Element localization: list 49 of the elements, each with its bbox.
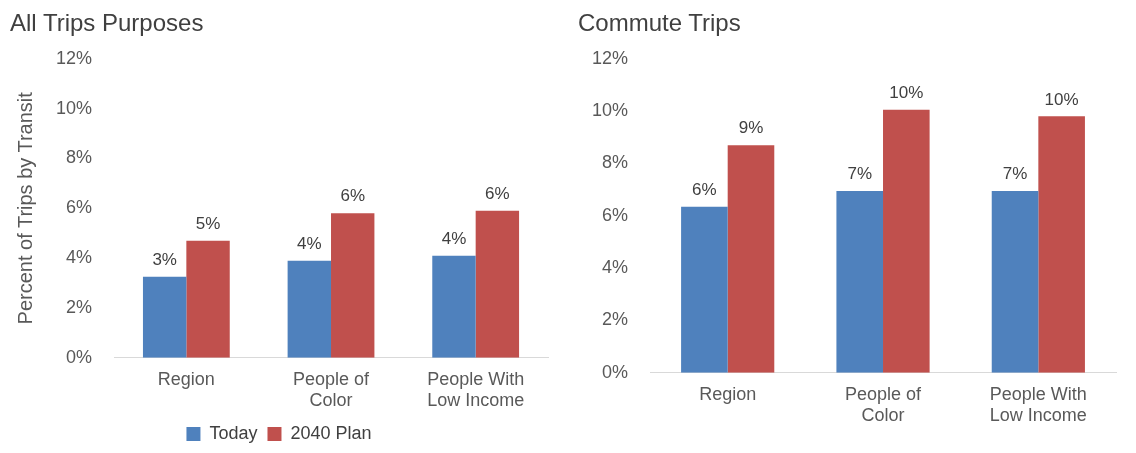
data-label: 10% — [889, 83, 924, 103]
data-label: 10% — [1044, 89, 1079, 109]
y-tick-label: 8% — [66, 147, 93, 168]
bar — [432, 255, 476, 358]
bar — [186, 240, 230, 358]
y-tick-label: 4% — [66, 247, 93, 268]
x-tick-label: Region — [699, 383, 757, 404]
bar — [727, 145, 775, 373]
data-label: 7% — [1002, 164, 1028, 184]
data-label: 9% — [738, 118, 764, 138]
bar — [991, 190, 1039, 373]
data-label: 6% — [340, 186, 365, 206]
y-tick-label: 0% — [66, 346, 93, 367]
chart-title: All Trips Purposes — [10, 9, 204, 37]
bar — [287, 260, 332, 358]
data-label: 6% — [692, 179, 717, 199]
y-tick-label: 2% — [66, 296, 93, 317]
x-tick-label: People With Low Income — [427, 368, 525, 411]
x-tick-label: People of Color — [844, 383, 923, 426]
y-tick-label: 2% — [602, 309, 629, 330]
y-tick-label: 10% — [56, 97, 93, 118]
x-tick-label: People of Color — [292, 368, 371, 411]
chart-title: Commute Trips — [578, 9, 741, 37]
y-tick-label: 6% — [66, 197, 93, 218]
bar — [475, 210, 520, 358]
y-tick-label: 10% — [592, 100, 629, 121]
y-tick-label: 4% — [602, 257, 629, 278]
bar — [883, 109, 930, 373]
y-tick-label: 6% — [602, 204, 629, 225]
x-tick-label: People With Low Income — [989, 383, 1087, 426]
legend-label: Today — [209, 422, 258, 443]
y-tick-label: 12% — [592, 47, 629, 68]
y-tick-label: 0% — [602, 361, 629, 382]
data-label: 4% — [441, 228, 467, 248]
bar — [681, 206, 728, 373]
x-tick-label: Region — [157, 368, 215, 389]
data-label: 7% — [847, 164, 872, 184]
bar — [142, 276, 187, 358]
bar — [836, 190, 884, 373]
bar — [1038, 116, 1085, 373]
data-label: 3% — [152, 250, 177, 270]
data-label: 4% — [297, 233, 322, 253]
data-label: 5% — [195, 213, 221, 233]
bar — [331, 213, 375, 358]
legend-label: 2040 Plan — [290, 422, 372, 443]
y-tick-label: 12% — [56, 47, 93, 68]
y-tick-label: 8% — [602, 152, 629, 173]
data-label: 6% — [485, 183, 510, 203]
y-axis-title: Percent of Trips by Transit — [13, 91, 36, 325]
